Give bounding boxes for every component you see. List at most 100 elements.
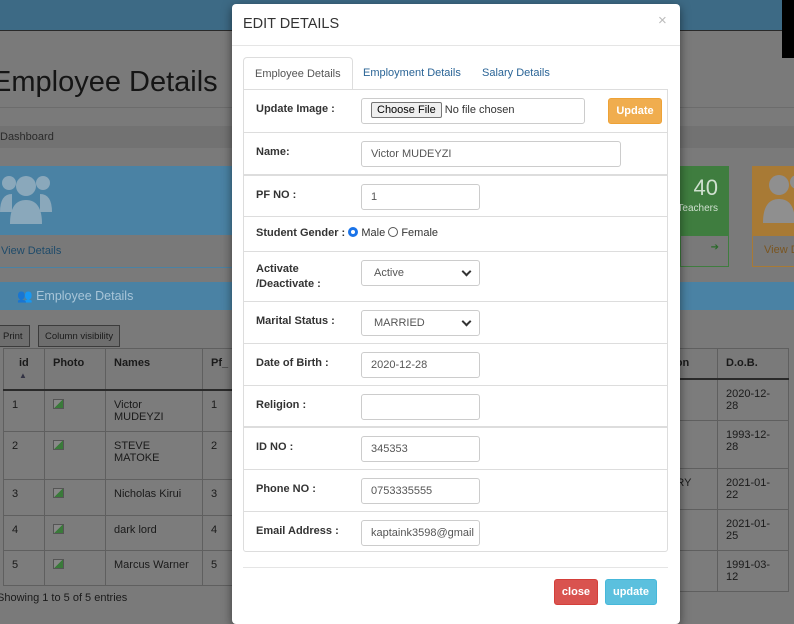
cell-dob: 2021-01-22 — [717, 467, 789, 510]
name-label: Name: — [256, 146, 290, 158]
users-icon — [0, 176, 52, 224]
row-marital: Marital Status : MARRIED — [244, 302, 667, 344]
cell-photo — [44, 389, 106, 432]
email-label: Email Address : — [256, 525, 339, 537]
choose-file-button[interactable]: Choose File — [371, 102, 442, 118]
cell-name: dark lord — [105, 515, 203, 551]
col-id[interactable]: id ▲ — [3, 348, 45, 391]
table-row[interactable]: 5 Marcus Warner 5 — [3, 550, 243, 586]
row-name: Name: Victor MUDEYZI — [244, 133, 667, 176]
cell-photo — [44, 515, 106, 551]
modal-title: EDIT DETAILS — [243, 16, 340, 32]
edit-details-modal: EDIT DETAILS × Employee Details Employme… — [232, 4, 680, 624]
broken-image-icon — [53, 399, 64, 409]
table-row[interactable]: 3 Nicholas Kirui 3 — [3, 479, 243, 516]
divider — [232, 45, 680, 46]
column-visibility-button[interactable]: Column visibility — [38, 325, 121, 347]
arrow-circle-right-icon: ➔ — [710, 242, 719, 253]
table-info: Showing 1 to 5 of 5 entries — [0, 592, 128, 604]
col-dob[interactable]: D.o.B. — [717, 348, 789, 380]
row-id-no: ID NO : 345353 — [244, 428, 667, 470]
phone-label: Phone NO : — [256, 483, 316, 495]
cell-dob: 2021-01-25 — [717, 508, 789, 551]
radio-female[interactable]: Female — [388, 227, 438, 239]
cell-dob: 1991-03-12 — [717, 549, 789, 592]
email-input[interactable]: kaptaink3598@gmail — [361, 520, 480, 546]
row-pf-no: PF NO : 1 — [244, 176, 667, 217]
id-no-input[interactable]: 345353 — [361, 436, 480, 462]
religion-label: Religion : — [256, 399, 307, 411]
teachers-label: Teachers — [677, 203, 718, 214]
breadcrumb-dashboard[interactable]: Dashboard — [0, 131, 54, 143]
view-details-link[interactable]: View Details — [1, 245, 62, 257]
row-activate: Activate /Deactivate : Active — [244, 252, 667, 302]
pf-no-label: PF NO : — [256, 189, 297, 201]
card-orange-footer[interactable]: View Details — [752, 235, 794, 267]
users-icon: 👥 — [17, 289, 33, 303]
broken-image-icon — [53, 524, 64, 534]
page-title: Employee Details — [0, 66, 218, 98]
dob-input[interactable]: 2020-12-28 — [361, 352, 480, 378]
teachers-count: 40 — [693, 175, 718, 200]
cell-photo — [44, 550, 106, 586]
table-row[interactable]: 2 STEVE MATOKE 2 — [3, 431, 243, 480]
file-input[interactable]: Choose File No file chosen — [361, 98, 585, 124]
cell-id: 1 — [3, 389, 45, 432]
panel-title: Employee Details — [36, 289, 134, 303]
row-dob: Date of Birth : 2020-12-28 — [244, 344, 667, 386]
broken-image-icon — [53, 440, 64, 450]
cell-dob: 2020-12-28 — [717, 378, 789, 421]
cell-id: 3 — [3, 479, 45, 516]
pf-no-input[interactable]: 1 — [361, 184, 480, 210]
cell-id: 4 — [3, 515, 45, 551]
update-button[interactable]: update — [605, 579, 657, 605]
employee-form: Update Image : Choose File No file chose… — [243, 89, 668, 552]
tab-salary-details[interactable]: Salary Details — [482, 67, 550, 79]
users-icon — [763, 175, 794, 223]
employee-table: id ▲ Photo Names Pf_ 1 Victor MUDEYZI 1 2 ST… — [3, 348, 243, 586]
activate-select[interactable]: Active — [361, 260, 480, 286]
id-no-label: ID NO : — [256, 441, 294, 453]
row-phone: Phone NO : 0753335555 — [244, 470, 667, 512]
name-input[interactable]: Victor MUDEYZI — [361, 141, 621, 167]
marital-select[interactable]: MARRIED — [361, 310, 480, 336]
phone-input[interactable]: 0753335555 — [361, 478, 480, 504]
cell-photo — [44, 479, 106, 516]
tab-employee-details[interactable]: Employee Details — [243, 57, 353, 90]
cell-name: STEVE MATOKE — [105, 431, 203, 480]
row-gender: Student Gender : Male Female — [244, 217, 667, 252]
gender-group: Student Gender : Male Female — [256, 226, 438, 241]
no-file-text: No file chosen — [444, 104, 515, 116]
update-image-button[interactable]: Update — [608, 98, 662, 124]
row-religion: Religion : — [244, 386, 667, 428]
update-image-label: Update Image : — [256, 103, 335, 115]
row-update-image: Update Image : Choose File No file chose… — [244, 90, 667, 133]
cell-photo — [44, 431, 106, 480]
tab-employment-details[interactable]: Employment Details — [363, 67, 461, 79]
cell-dob: 1993-12-28 — [717, 419, 789, 469]
table-row[interactable]: 4 dark lord 4 — [3, 515, 243, 551]
sort-asc-icon: ▲ — [19, 371, 27, 380]
corner-block — [782, 0, 794, 58]
dob-label: Date of Birth : — [256, 357, 329, 369]
teachers-card-footer[interactable]: ➔ — [680, 235, 729, 267]
cell-name: Victor MUDEYZI — [105, 389, 203, 432]
activate-label: Activate /Deactivate : — [256, 263, 321, 290]
row-email: Email Address : kaptaink3598@gmail — [244, 512, 667, 552]
table-row[interactable]: 1 Victor MUDEYZI 1 — [3, 389, 243, 432]
view-details-link[interactable]: View Details — [764, 244, 794, 256]
radio-male[interactable]: Male — [348, 227, 385, 239]
broken-image-icon — [53, 488, 64, 498]
marital-label: Marital Status : — [256, 315, 335, 327]
religion-input[interactable] — [361, 394, 480, 420]
close-icon[interactable]: × — [658, 12, 667, 29]
col-photo[interactable]: Photo — [44, 348, 106, 391]
cell-name: Nicholas Kirui — [105, 479, 203, 516]
close-button[interactable]: close — [554, 579, 598, 605]
cell-id: 2 — [3, 431, 45, 480]
print-button[interactable]: Print — [0, 325, 30, 347]
col-names[interactable]: Names — [105, 348, 203, 391]
employees-card-footer[interactable]: View Details — [0, 234, 236, 268]
gender-label: Student Gender : — [256, 227, 346, 239]
broken-image-icon — [53, 559, 64, 569]
